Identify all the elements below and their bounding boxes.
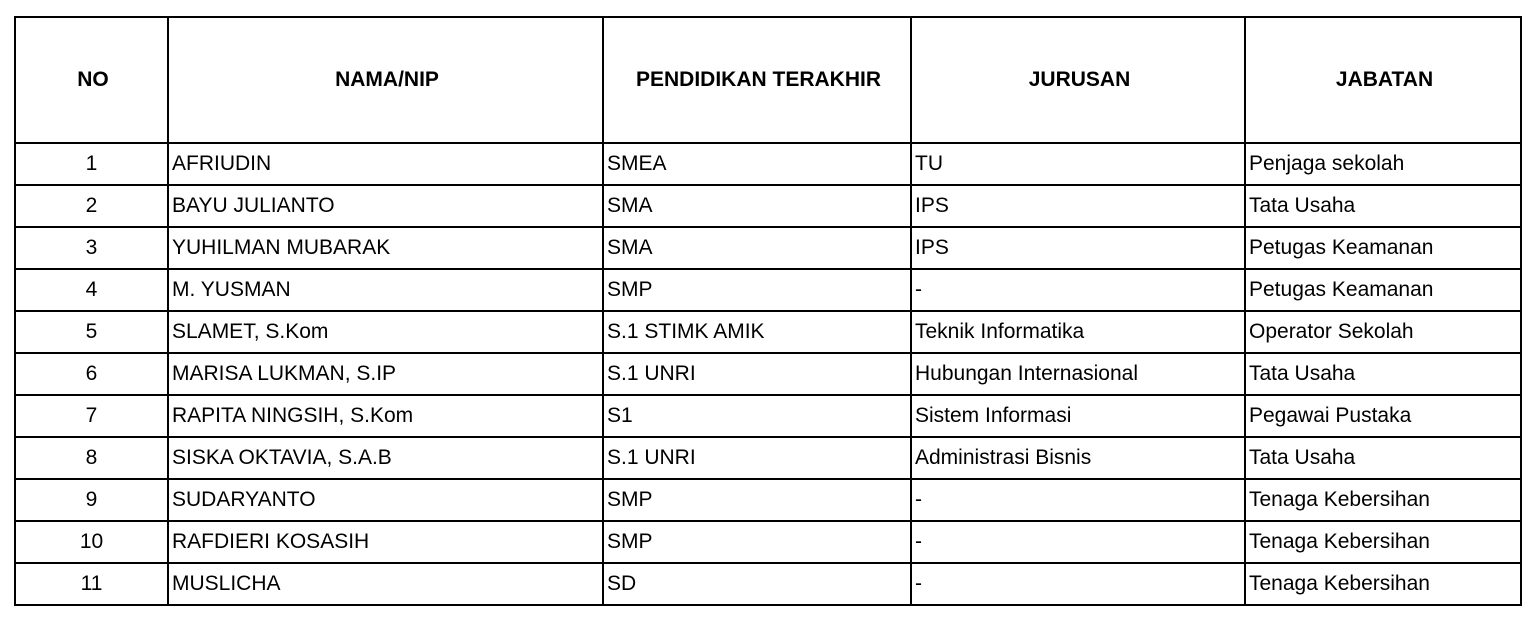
cell-pendidikan: SMA [602, 226, 912, 270]
cell-nama: MARISA LUKMAN, S.IP [167, 352, 604, 396]
cell-pendidikan: SMP [602, 268, 912, 312]
cell-nama: SLAMET, S.Kom [167, 310, 604, 354]
cell-jabatan: Pegawai Pustaka [1244, 394, 1522, 438]
cell-jurusan: - [910, 478, 1246, 522]
cell-jurusan: - [910, 520, 1246, 564]
cell-nama: SUDARYANTO [167, 478, 604, 522]
cell-jabatan: Tata Usaha [1244, 436, 1522, 480]
staff-table: NO NAMA/NIP PENDIDIKAN TERAKHIR JURUSAN … [14, 16, 1522, 606]
cell-pendidikan: SMEA [602, 142, 912, 186]
cell-no: 10 [14, 520, 169, 564]
header-row: NO NAMA/NIP PENDIDIKAN TERAKHIR JURUSAN … [14, 16, 1522, 144]
cell-jabatan: Tenaga Kebersihan [1244, 520, 1522, 564]
table-row: 8 SISKA OKTAVIA, S.A.B S.1 UNRI Administras… [14, 436, 1522, 480]
cell-jurusan: TU [910, 142, 1246, 186]
cell-pendidikan: S1 [602, 394, 912, 438]
table-row: 5 SLAMET, S.Kom S.1 STIMK AMIK Teknik Infor… [14, 310, 1522, 354]
cell-pendidikan: S.1 UNRI [602, 436, 912, 480]
cell-nama: RAFDIERI KOSASIH [167, 520, 604, 564]
header-jurusan: JURUSAN [910, 16, 1246, 144]
cell-no: 11 [14, 562, 169, 606]
cell-pendidikan: S.1 UNRI [602, 352, 912, 396]
cell-nama: SISKA OKTAVIA, S.A.B [167, 436, 604, 480]
cell-no: 9 [14, 478, 169, 522]
cell-pendidikan: SMA [602, 184, 912, 228]
cell-nama: AFRIUDIN [167, 142, 604, 186]
table-row: 9 SUDARYANTO SMP - Tenaga Kebersihan [14, 478, 1522, 522]
table-row: 7 RAPITA NINGSIH, S.Kom S1 Sistem Informasi… [14, 394, 1522, 438]
header-nama: NAMA/NIP [167, 16, 604, 144]
cell-pendidikan: S.1 STIMK AMIK [602, 310, 912, 354]
cell-nama: M. YUSMAN [167, 268, 604, 312]
cell-no: 5 [14, 310, 169, 354]
cell-nama: BAYU JULIANTO [167, 184, 604, 228]
cell-jabatan: Penjaga sekolah [1244, 142, 1522, 186]
cell-jabatan: Petugas Keamanan [1244, 268, 1522, 312]
cell-nama: RAPITA NINGSIH, S.Kom [167, 394, 604, 438]
cell-jurusan: Teknik Informatika [910, 310, 1246, 354]
cell-pendidikan: SMP [602, 520, 912, 564]
cell-jabatan: Operator Sekolah [1244, 310, 1522, 354]
cell-jurusan: IPS [910, 184, 1246, 228]
cell-pendidikan: SMP [602, 478, 912, 522]
cell-no: 3 [14, 226, 169, 270]
cell-no: 2 [14, 184, 169, 228]
table-row: 4 M. YUSMAN SMP - Petugas Keamanan [14, 268, 1522, 312]
cell-jurusan: - [910, 268, 1246, 312]
cell-jabatan: Tata Usaha [1244, 184, 1522, 228]
table-row: 10 RAFDIERI KOSASIH SMP - Tenaga Kebersihan [14, 520, 1522, 564]
cell-jabatan: Petugas Keamanan [1244, 226, 1522, 270]
table-row: 2 BAYU JULIANTO SMA IPS Tata Usaha [14, 184, 1522, 228]
cell-jabatan: Tata Usaha [1244, 352, 1522, 396]
cell-no: 1 [14, 142, 169, 186]
cell-jurusan: Hubungan Internasional [910, 352, 1246, 396]
cell-no: 6 [14, 352, 169, 396]
header-jabatan: JABATAN [1244, 16, 1522, 144]
cell-no: 7 [14, 394, 169, 438]
header-pendidikan: PENDIDIKAN TERAKHIR [602, 16, 912, 144]
table-row: 6 MARISA LUKMAN, S.IP S.1 UNRI Hubungan Int… [14, 352, 1522, 396]
cell-jurusan: - [910, 562, 1246, 606]
table-row: 1 AFRIUDIN SMEA TU Penjaga sekolah [14, 142, 1522, 186]
cell-jurusan: IPS [910, 226, 1246, 270]
cell-jurusan: Sistem Informasi [910, 394, 1246, 438]
table-row: 3 YUHILMAN MUBARAK SMA IPS Petugas Keamanan [14, 226, 1522, 270]
header-no: NO [14, 16, 169, 144]
cell-no: 8 [14, 436, 169, 480]
cell-jabatan: Tenaga Kebersihan [1244, 478, 1522, 522]
cell-no: 4 [14, 268, 169, 312]
cell-jabatan: Tenaga Kebersihan [1244, 562, 1522, 606]
cell-jurusan: Administrasi Bisnis [910, 436, 1246, 480]
table-row: 11 MUSLICHA SD - Tenaga Kebersihan [14, 562, 1522, 606]
cell-pendidikan: SD [602, 562, 912, 606]
cell-nama: YUHILMAN MUBARAK [167, 226, 604, 270]
cell-nama: MUSLICHA [167, 562, 604, 606]
